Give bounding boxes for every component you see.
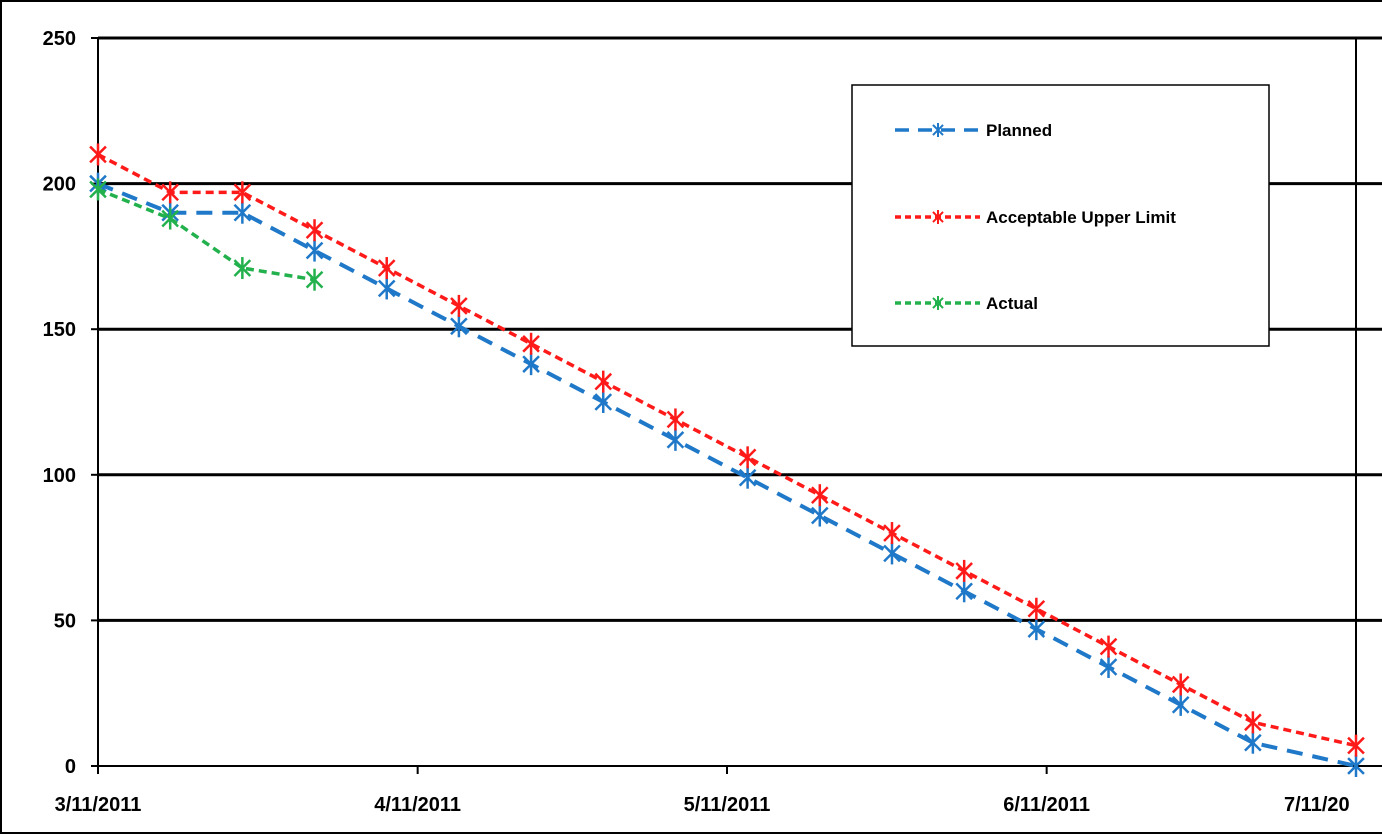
y-tick-label-100: 100 xyxy=(43,465,76,487)
y-tick-label-200: 200 xyxy=(43,174,76,196)
y-tick-label-250: 250 xyxy=(43,28,76,50)
data-point-1 xyxy=(161,207,179,230)
data-point-17 xyxy=(1347,734,1365,757)
data-point-3 xyxy=(305,219,324,242)
data-point-5 xyxy=(450,315,468,338)
data-point-0 xyxy=(89,143,107,166)
x-tick-label-1: 4/11/2011 xyxy=(374,794,461,816)
x-tick-label-4: 7/11/20 xyxy=(1284,794,1350,816)
legend-marker xyxy=(932,296,944,310)
data-point-9 xyxy=(738,446,757,469)
data-point-14 xyxy=(1099,655,1118,678)
y-tick-label-50: 50 xyxy=(54,610,76,632)
x-tick-labels: 3/11/2011 4/11/2011 5/11/2011 6/11/2011 7/11… xyxy=(55,794,1350,816)
data-point-13 xyxy=(1027,618,1046,641)
data-point-11 xyxy=(883,542,901,565)
legend-entry-0: Planned xyxy=(895,121,1052,140)
data-point-16 xyxy=(1244,731,1262,754)
data-point-3 xyxy=(305,268,324,291)
legend: Planned Acceptable Upper Limit Actual xyxy=(851,84,1270,347)
data-point-2 xyxy=(233,181,252,204)
series-layer xyxy=(89,143,1365,777)
legend-marker xyxy=(932,123,944,137)
y-tick-label-150: 150 xyxy=(43,319,76,341)
data-point-7 xyxy=(594,370,613,393)
data-point-6 xyxy=(522,332,540,355)
data-point-4 xyxy=(377,277,396,300)
data-point-16 xyxy=(1244,711,1262,734)
series-line xyxy=(97,187,315,282)
x-tick-label-2: 5/11/2011 xyxy=(684,794,771,816)
legend-marker xyxy=(932,210,944,224)
data-point-15 xyxy=(1171,673,1190,696)
data-point-9 xyxy=(738,466,757,489)
data-point-10 xyxy=(810,484,829,507)
data-point-12 xyxy=(955,580,973,603)
data-point-12 xyxy=(955,559,973,582)
series-line xyxy=(97,152,1357,748)
data-point-15 xyxy=(1171,693,1190,716)
legend-label: Planned xyxy=(986,121,1052,140)
data-point-8 xyxy=(666,408,685,431)
data-point-13 xyxy=(1027,597,1046,620)
data-point-14 xyxy=(1099,635,1118,658)
data-point-3 xyxy=(305,239,324,262)
data-point-6 xyxy=(522,353,540,376)
data-point-17 xyxy=(1347,755,1365,777)
data-point-7 xyxy=(594,391,613,413)
legend-entry-2: Actual xyxy=(895,294,1038,313)
data-point-11 xyxy=(883,522,901,545)
data-point-0 xyxy=(89,178,107,201)
data-point-1 xyxy=(161,181,179,204)
x-tick-label-0: 3/11/2011 xyxy=(55,794,142,816)
legend-label: Actual xyxy=(986,294,1038,313)
series-line xyxy=(97,181,1357,768)
x-tick-label-3: 6/11/2011 xyxy=(1003,794,1090,816)
y-tick-label-0: 0 xyxy=(65,756,76,778)
data-point-4 xyxy=(377,257,396,280)
data-point-10 xyxy=(810,504,829,527)
series-actual xyxy=(89,178,324,291)
data-point-2 xyxy=(233,257,252,280)
series-acceptable-upper-limit xyxy=(89,143,1365,757)
y-tick-labels: 0 50 100 150 200 250 xyxy=(43,28,76,778)
data-point-8 xyxy=(666,428,685,451)
data-point-5 xyxy=(450,294,468,317)
legend-entry-1: Acceptable Upper Limit xyxy=(895,208,1176,227)
legend-label: Acceptable Upper Limit xyxy=(986,208,1176,227)
data-point-2 xyxy=(233,201,252,224)
